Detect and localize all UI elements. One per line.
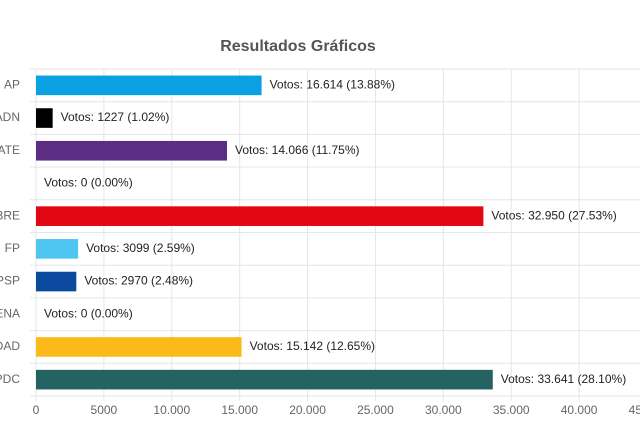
x-tick-label: 20.000 — [289, 403, 326, 417]
value-label: Votos: 33.641 (28.10%) — [501, 372, 626, 386]
y-tick-label: DAD — [0, 339, 20, 353]
value-label: Votos: 14.066 (11.75%) — [235, 143, 360, 157]
value-label: Votos: 1227 (1.02%) — [61, 110, 170, 124]
bar — [36, 271, 77, 292]
value-label: Votos: 0 (0.00%) — [44, 176, 133, 190]
value-label: Votos: 32.950 (27.53%) — [491, 208, 616, 222]
value-label: Votos: 16.614 (13.88%) — [270, 78, 395, 92]
x-tick-label: 10.000 — [153, 403, 190, 417]
x-tick-label: 0 — [33, 403, 40, 417]
y-tick-label: AP — [4, 78, 20, 92]
x-tick-label: 35.000 — [493, 403, 530, 417]
y-tick-label: IATE — [0, 143, 20, 157]
bar — [36, 239, 79, 259]
x-tick-label: 45.000 — [629, 403, 640, 417]
y-tick-label: PSP — [0, 274, 20, 288]
y-tick-label: PDC — [0, 372, 20, 386]
y-tick-label: FP — [5, 241, 20, 255]
x-tick-label: 5000 — [91, 403, 118, 417]
bar — [36, 206, 484, 226]
value-label: Votos: 3099 (2.59%) — [86, 241, 195, 255]
bar — [36, 369, 493, 390]
value-label: Votos: 15.142 (12.65%) — [250, 339, 375, 353]
y-tick-label: ENA — [0, 306, 20, 320]
x-tick-label: 40.000 — [561, 403, 598, 417]
bar — [36, 75, 262, 96]
bar — [36, 108, 53, 128]
x-tick-label: 30.000 — [425, 403, 462, 417]
x-tick-label: 15.000 — [221, 403, 258, 417]
value-label: Votos: 2970 (2.48%) — [84, 274, 193, 288]
chart-title: Resultados Gráficos — [220, 38, 376, 55]
value-label: Votos: 0 (0.00%) — [44, 306, 133, 320]
x-tick-label: 25.000 — [357, 403, 394, 417]
bar — [36, 140, 227, 161]
bar — [36, 337, 242, 357]
y-tick-label: BRE — [0, 208, 20, 222]
y-tick-label: ADN — [0, 110, 20, 124]
